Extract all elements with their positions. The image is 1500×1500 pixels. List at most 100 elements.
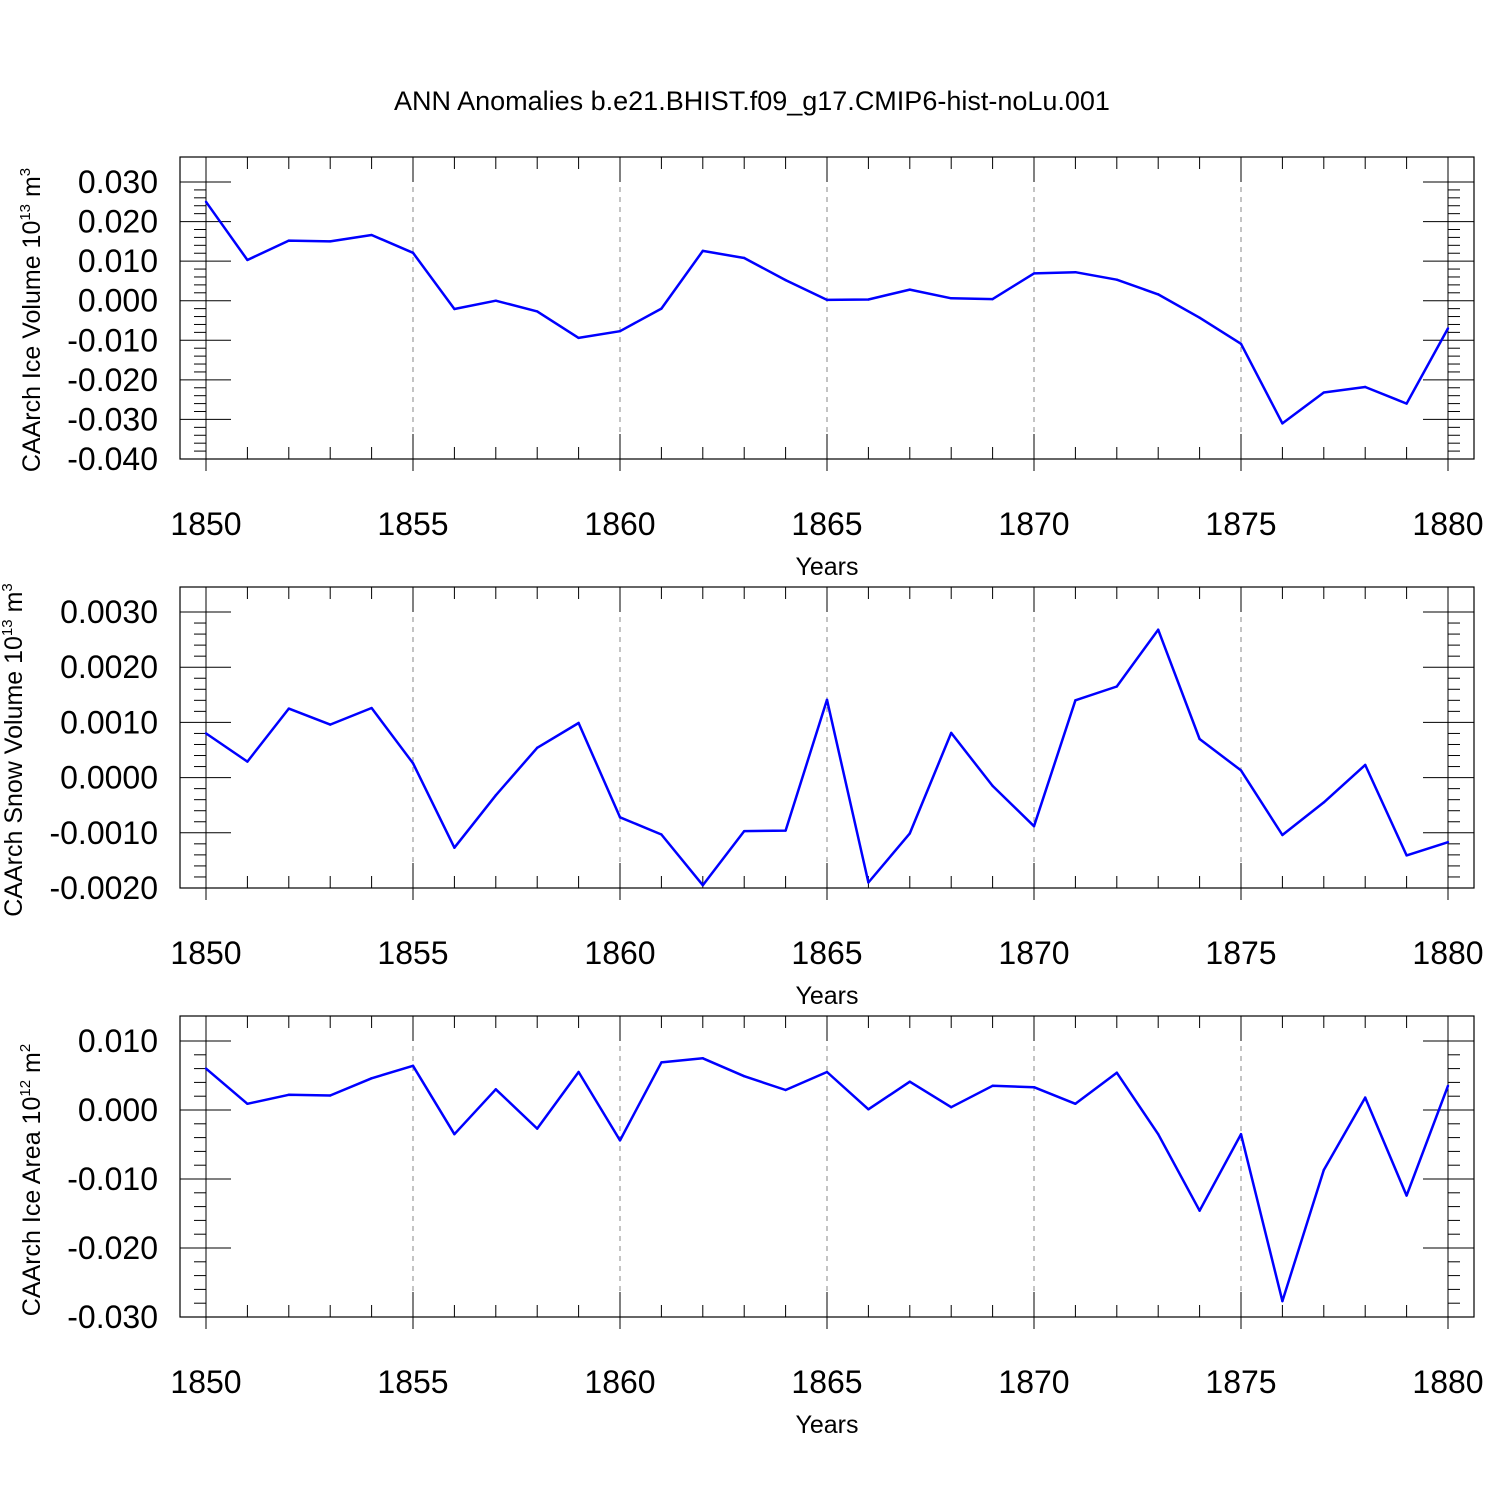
y-axis-label: CAArch Ice Volume 1013 m3: [17, 168, 46, 472]
data-point: [246, 258, 249, 262]
data-point: [867, 881, 870, 884]
data-point: [1157, 628, 1160, 631]
x-tick-label: 1860: [584, 1364, 655, 1400]
data-point: [287, 1093, 290, 1097]
x-tick-label: 1880: [1412, 935, 1483, 971]
data-point: [1281, 833, 1284, 837]
data-point: [1405, 402, 1408, 405]
data-point: [1115, 685, 1119, 688]
data-point: [1281, 422, 1284, 425]
data-point: [991, 297, 994, 301]
y-tick-label: -0.020: [67, 362, 158, 398]
data-point: [453, 1132, 456, 1136]
data-point: [1074, 1102, 1077, 1105]
data-point: [1157, 293, 1160, 296]
chart-title: ANN Anomalies b.e21.BHIST.f09_g17.CMIP6-…: [394, 86, 1110, 116]
data-point: [494, 1088, 497, 1091]
x-axis-label: Years: [795, 553, 858, 581]
panel-ice-area: -0.030 -0.020 -0.010 0.000 0.010 1850 1855 1860…: [17, 1015, 1484, 1439]
data-point: [246, 760, 249, 763]
data-point: [577, 721, 580, 725]
data-point: [1446, 1084, 1450, 1088]
x-tick-label: 1860: [584, 506, 655, 542]
x-tick-label: 1850: [170, 935, 241, 971]
data-point: [1239, 342, 1243, 346]
y-tick-label: 0.0010: [60, 704, 158, 740]
data-point: [1157, 1132, 1160, 1136]
data-point: [660, 1061, 663, 1064]
data-point: [1364, 763, 1367, 767]
x-tick-label: 1855: [377, 1364, 448, 1400]
data-point: [1032, 1086, 1036, 1089]
data-point: [991, 1084, 994, 1088]
y-tick-label: 0.0020: [60, 649, 158, 685]
data-point: [411, 251, 415, 255]
data-point: [287, 239, 290, 242]
data-point: [329, 1094, 332, 1097]
data-point: [950, 297, 953, 300]
x-tick-label: 1870: [998, 935, 1069, 971]
y-tick-label: -0.010: [67, 1161, 158, 1197]
y-tick-label: -0.030: [67, 1299, 158, 1335]
x-axis-label: Years: [795, 982, 858, 1010]
data-point: [1405, 854, 1408, 857]
data-point: [950, 1106, 953, 1109]
data-point: [950, 731, 953, 735]
data-point: [1405, 1194, 1408, 1197]
data-point: [784, 1088, 787, 1092]
data-point: [1198, 1209, 1201, 1212]
x-tick-label: 1850: [170, 506, 241, 542]
data-point: [701, 884, 704, 887]
x-tick-label: 1855: [377, 935, 448, 971]
data-point: [1115, 1071, 1119, 1074]
data-point: [1322, 801, 1326, 804]
x-tick-label: 1860: [584, 935, 655, 971]
data-point: [1364, 1096, 1367, 1099]
data-point: [1032, 272, 1036, 275]
data-point: [536, 310, 539, 313]
data-point: [1198, 737, 1201, 741]
data-point: [370, 706, 373, 710]
data-point: [743, 829, 746, 833]
data-point: [991, 784, 994, 788]
data-point: [453, 307, 456, 311]
data-point: [411, 1064, 415, 1068]
x-tick-label: 1875: [1205, 935, 1276, 971]
data-point: [1446, 840, 1450, 844]
data-point: [287, 707, 290, 710]
y-tick-label: 0.020: [78, 204, 158, 240]
data-point: [1074, 699, 1077, 702]
panel-snow-volume: -0.0020 -0.0010 0.0000 0.0010 0.0020 0.0030 18…: [0, 583, 1484, 1010]
data-point: [701, 249, 704, 253]
y-tick-label: 0.000: [78, 283, 158, 319]
data-point: [536, 746, 539, 749]
data-point: [1239, 769, 1243, 772]
x-tick-label: 1870: [998, 506, 1069, 542]
y-tick-label: 0.000: [78, 1092, 158, 1128]
data-point: [204, 732, 208, 735]
x-tick-label: 1865: [791, 506, 862, 542]
x-tick-label: 1875: [1205, 1364, 1276, 1400]
data-point: [453, 846, 456, 849]
data-point: [660, 307, 663, 310]
y-tick-label: 0.030: [78, 164, 158, 200]
y-tick-label: -0.030: [67, 401, 158, 437]
data-point: [577, 336, 580, 340]
data-point: [1074, 271, 1077, 274]
data-point: [908, 832, 911, 835]
x-axis-label: Years: [795, 1411, 858, 1439]
y-tick-label: 0.0030: [60, 594, 158, 630]
data-point: [1446, 327, 1450, 330]
data-point: [825, 1070, 829, 1074]
data-point: [204, 1067, 208, 1070]
data-point: [825, 698, 829, 701]
y-tick-label: -0.040: [67, 441, 158, 477]
y-axis-label: CAArch Ice Area 1012 m2: [17, 1044, 46, 1316]
data-point: [908, 288, 911, 291]
data-point: [1239, 1132, 1243, 1136]
data-point: [743, 256, 746, 260]
data-point: [867, 1108, 870, 1111]
data-point: [743, 1074, 746, 1078]
data-point: [494, 794, 497, 797]
